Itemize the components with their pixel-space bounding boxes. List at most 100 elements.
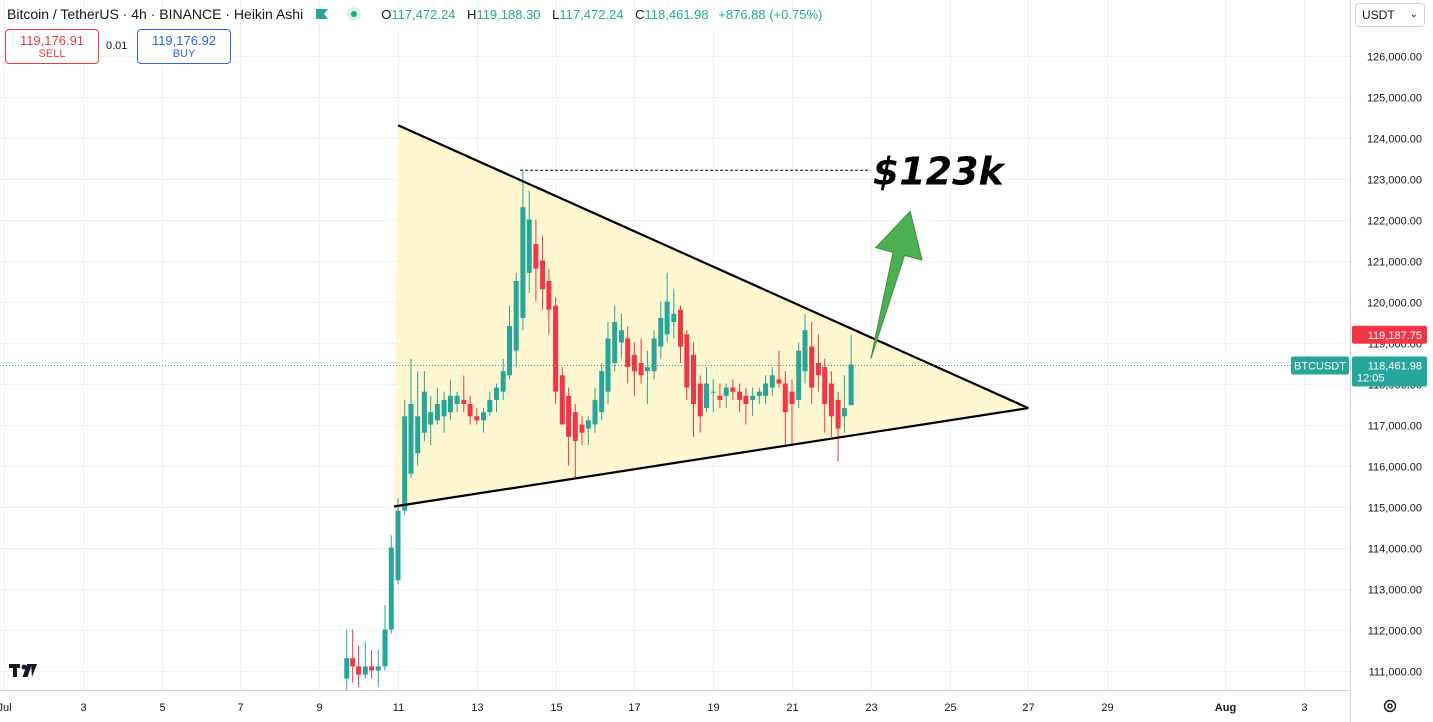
candle-body xyxy=(737,391,743,400)
candle-body xyxy=(454,395,460,404)
flag-icon[interactable] xyxy=(315,8,329,20)
time-tick-label: 17 xyxy=(628,702,640,714)
candle-body xyxy=(461,399,467,404)
gear-icon[interactable] xyxy=(1382,698,1398,714)
candle-body xyxy=(815,363,821,376)
candle-body xyxy=(344,658,350,679)
candle-body xyxy=(704,383,710,409)
time-tick-label: Jul xyxy=(0,702,12,714)
price-tick-label: 111,000.00 xyxy=(1369,667,1422,679)
candle-body xyxy=(494,387,499,400)
market-status-icon xyxy=(347,7,362,21)
ask-price-tag xyxy=(1352,325,1427,344)
time-tick-label: 29 xyxy=(1101,702,1113,714)
currency-select[interactable]: USDT ⌄ xyxy=(1355,3,1425,27)
spread-value: 0.01 xyxy=(106,40,128,52)
candle-body xyxy=(474,416,480,421)
time-tick-label: 21 xyxy=(786,702,798,714)
candle-body xyxy=(546,281,552,310)
time-tick-label: 5 xyxy=(159,702,165,714)
lower-trendline xyxy=(393,407,1029,508)
candle-body xyxy=(441,399,447,417)
candle-body xyxy=(743,395,749,404)
triangle-fill xyxy=(394,125,1029,507)
time-tick-label: 15 xyxy=(550,702,562,714)
tradingview-logo-icon[interactable] xyxy=(9,662,41,683)
ohlc-values: O117,472.24 H119,188.30 L117,472.24 C118… xyxy=(381,6,823,22)
price-tick-label: 113,000.00 xyxy=(1368,585,1422,597)
candle-body xyxy=(585,420,591,429)
chevron-down-icon: ⌄ xyxy=(1409,9,1418,20)
candle-body xyxy=(697,383,703,417)
candle-body xyxy=(769,375,775,388)
candle-body xyxy=(782,383,788,413)
candle-body xyxy=(789,391,795,404)
candle-body xyxy=(559,375,565,425)
open-value: 117,472.24 xyxy=(391,6,456,22)
candle-body xyxy=(809,346,815,388)
last-price-label: 118,461.98 xyxy=(1368,361,1422,373)
candle-body xyxy=(408,404,414,474)
ask-price-label: 119,187.75 xyxy=(1368,330,1422,342)
sell-button[interactable]: 119,176.91 SELL xyxy=(5,29,99,64)
time-tick-label: 3 xyxy=(1301,702,1307,714)
symbol-tag xyxy=(1291,356,1349,375)
candle-body xyxy=(671,313,677,322)
buy-button[interactable]: 119,176.92 BUY xyxy=(137,29,231,64)
candle-body xyxy=(664,301,670,335)
candle-body xyxy=(421,391,427,433)
candle-body xyxy=(730,387,736,392)
candle-body xyxy=(507,326,513,376)
candle-body xyxy=(822,367,828,404)
triangle-pattern xyxy=(394,125,1029,507)
candle-body xyxy=(605,338,611,392)
candle-body xyxy=(520,207,526,318)
price-tick-label: 114,000.00 xyxy=(1368,544,1422,556)
time-axis: Jul 3 5 7 9 11 13 15 17 19 21 23 25 27 29 Aug 3 xyxy=(0,690,1350,714)
price-tick-label: 115,000.00 xyxy=(1368,503,1422,515)
breakout-arrow-icon xyxy=(870,210,923,360)
price-tick-label: 116,000.00 xyxy=(1368,462,1422,474)
candles xyxy=(344,170,854,691)
candle-body xyxy=(500,371,506,392)
candle-body xyxy=(513,281,519,351)
candle-body xyxy=(480,412,486,421)
price-tick-label: 122,000.00 xyxy=(1367,216,1422,228)
candle-body xyxy=(526,219,532,273)
candle-body xyxy=(579,424,585,433)
candle-body xyxy=(612,322,618,363)
candle-body xyxy=(835,399,841,429)
time-tick-label: 11 xyxy=(393,702,404,714)
candle-body xyxy=(369,666,375,671)
price-tick-label: 121,000.00 xyxy=(1367,257,1422,269)
candle-body xyxy=(691,354,696,404)
candle-body xyxy=(540,260,546,290)
candle-countdown-label: 12:05 xyxy=(1357,373,1385,385)
candle-body xyxy=(710,391,716,393)
candle-body xyxy=(395,510,401,581)
candle-body xyxy=(415,416,421,454)
candle-body xyxy=(487,399,493,413)
candle-body xyxy=(651,338,657,372)
time-tick-label: 23 xyxy=(865,702,877,714)
candle-body xyxy=(841,408,847,417)
candle-body xyxy=(631,354,637,372)
high-value: 119,188.30 xyxy=(476,6,541,22)
candle-body xyxy=(828,383,834,417)
time-tick-label: 3 xyxy=(80,702,86,714)
price-tick-label: 124,000.00 xyxy=(1367,134,1422,146)
target-price-label: $123k xyxy=(873,149,1007,193)
close-value: 118,461.98 xyxy=(644,6,709,22)
time-tick-label: 27 xyxy=(1022,702,1034,714)
time-tick-label: 25 xyxy=(944,702,956,714)
symbol-title[interactable]: Bitcoin / TetherUS · 4h · BINANCE · Heik… xyxy=(7,6,304,22)
candle-body xyxy=(638,363,644,376)
price-tick-label: 126,000.00 xyxy=(1367,52,1422,64)
candle-body xyxy=(796,350,802,400)
candle-body xyxy=(599,371,605,413)
candle-body xyxy=(756,391,762,396)
low-value: 117,472.24 xyxy=(559,6,624,22)
candle-body xyxy=(382,629,388,667)
